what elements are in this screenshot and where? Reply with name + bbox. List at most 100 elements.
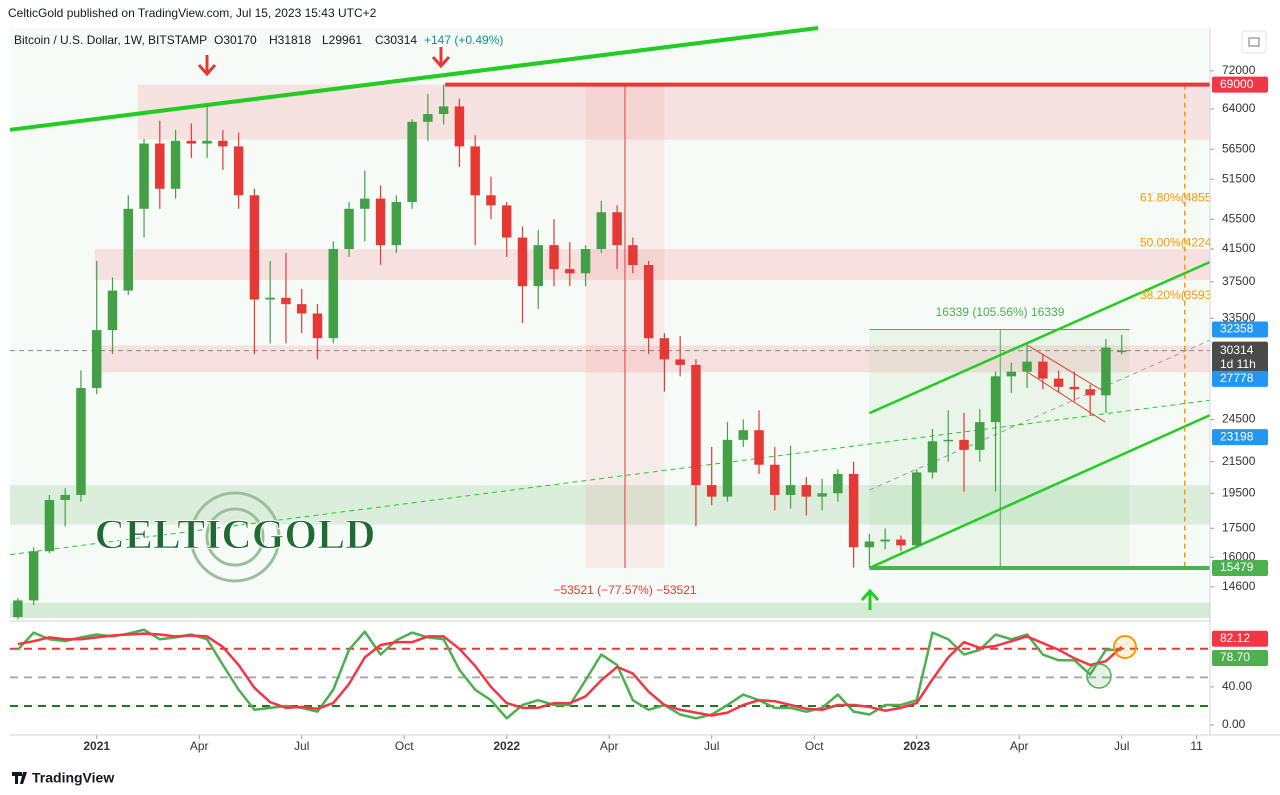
fib-label: 38.20%(3593	[1140, 288, 1212, 302]
logo-knot	[189, 491, 281, 583]
candle-body	[249, 195, 260, 300]
tv-icon	[12, 772, 27, 784]
candle-body	[501, 205, 512, 238]
stoch-line	[16, 628, 1122, 720]
candle-body	[911, 472, 922, 546]
candle-body	[1022, 361, 1032, 372]
price-label-box	[1212, 429, 1268, 446]
change: +147 (+0.49%)	[424, 33, 503, 47]
candle-body	[675, 359, 685, 365]
candle-body	[722, 439, 733, 497]
candle-body	[328, 249, 338, 339]
price-label: 32358	[1220, 322, 1254, 336]
candle-body	[533, 245, 543, 287]
x-tick-label: Oct	[805, 739, 824, 753]
candle-body	[186, 140, 197, 144]
price-label-box	[1212, 370, 1268, 387]
zone	[10, 602, 1210, 618]
x-tick-label: Oct	[395, 739, 414, 753]
ohlc: O30170	[214, 33, 257, 47]
value-label-box	[1212, 630, 1268, 647]
candle-body	[959, 439, 969, 450]
x-tick-label: Jul	[704, 739, 719, 753]
fib-label: 61.80%(4855	[1140, 190, 1212, 204]
zone	[137, 84, 1210, 140]
y-tick-label: 56500	[1222, 141, 1256, 155]
y-tick-label: 17500	[1222, 520, 1256, 534]
candle-body	[943, 439, 953, 442]
y-tick-label: 33500	[1222, 310, 1256, 324]
candle-body	[1116, 350, 1127, 353]
layer: 72000 64000 56500 51500 45500 41500 37500 33500…	[9, 26, 1268, 753]
drawing-line	[868, 413, 1211, 570]
candle-body	[60, 494, 70, 500]
candle-body	[360, 198, 370, 209]
price-label: 15479	[1220, 560, 1254, 574]
candle-body	[312, 313, 323, 339]
highlight	[1113, 635, 1137, 659]
drawing-line	[1027, 345, 1106, 393]
candle-body	[990, 376, 1001, 423]
x-tick-label: Apr	[190, 739, 209, 753]
x-tick-label: 2021	[83, 739, 110, 753]
candle-body	[296, 304, 307, 314]
measure-label: −53521 (−77.57%) −53521	[553, 583, 696, 597]
value-label-box	[1212, 650, 1268, 667]
logo-text: CELTICGOLD	[95, 513, 376, 559]
candle-body	[281, 297, 291, 305]
price-label: 27778	[1220, 371, 1254, 385]
candle-body	[1006, 371, 1017, 377]
zone	[869, 329, 1130, 568]
price-label: 69000	[1220, 77, 1254, 91]
candle-body	[454, 106, 465, 147]
candle-body	[438, 106, 449, 115]
candle-body	[517, 237, 528, 287]
candle-body	[801, 485, 812, 497]
y-tick-label: 40.00	[1222, 679, 1252, 693]
candle-body	[880, 539, 890, 542]
x-tick-label: 2022	[493, 739, 520, 753]
drawing-line	[1027, 371, 1106, 423]
y-tick-label: 24500	[1222, 412, 1256, 426]
candle-body	[218, 140, 228, 147]
candle-body	[864, 541, 875, 548]
x-tick-label: 2023	[903, 739, 930, 753]
price-pane	[10, 28, 1210, 618]
button[interactable]	[1241, 30, 1267, 54]
candle-body	[770, 464, 780, 495]
logo: CELTICGOLD	[94, 491, 376, 583]
candle-body	[107, 290, 118, 331]
x-tick-label: Apr	[600, 739, 619, 753]
arrow-down	[197, 55, 217, 77]
y-tick-label: 51500	[1222, 171, 1256, 185]
candle-body	[123, 208, 133, 291]
y-tick-label: 19500	[1222, 485, 1256, 499]
price-label-box	[1212, 559, 1268, 576]
candle-body	[1101, 347, 1111, 396]
candle-body	[659, 338, 670, 360]
candle-body	[691, 364, 701, 486]
arrow-up	[860, 588, 880, 610]
arrow-down	[431, 47, 451, 69]
toolbar	[1241, 30, 1267, 54]
candle-body	[643, 265, 654, 339]
candle-body	[549, 245, 559, 270]
candle-body	[155, 143, 165, 189]
drawing-line	[9, 399, 1211, 556]
candle-body	[754, 430, 764, 465]
y-tick-label: 16000	[1222, 549, 1256, 563]
candle-body	[407, 121, 417, 202]
candle-body	[896, 539, 906, 546]
symbol: Bitcoin / U.S. Dollar, 1W, BITSTAMP	[14, 33, 207, 47]
candle-body	[486, 195, 496, 206]
candle-body	[706, 485, 717, 497]
candle-body	[848, 473, 859, 548]
candle-body	[612, 212, 622, 246]
header: CelticGold published on TradingView.com,…	[8, 6, 377, 20]
candle-body	[738, 430, 748, 440]
candle-body	[233, 146, 244, 196]
x-tick-label: Apr	[1010, 739, 1029, 753]
price-label-box	[1212, 76, 1268, 93]
drawing-line	[868, 260, 1211, 415]
